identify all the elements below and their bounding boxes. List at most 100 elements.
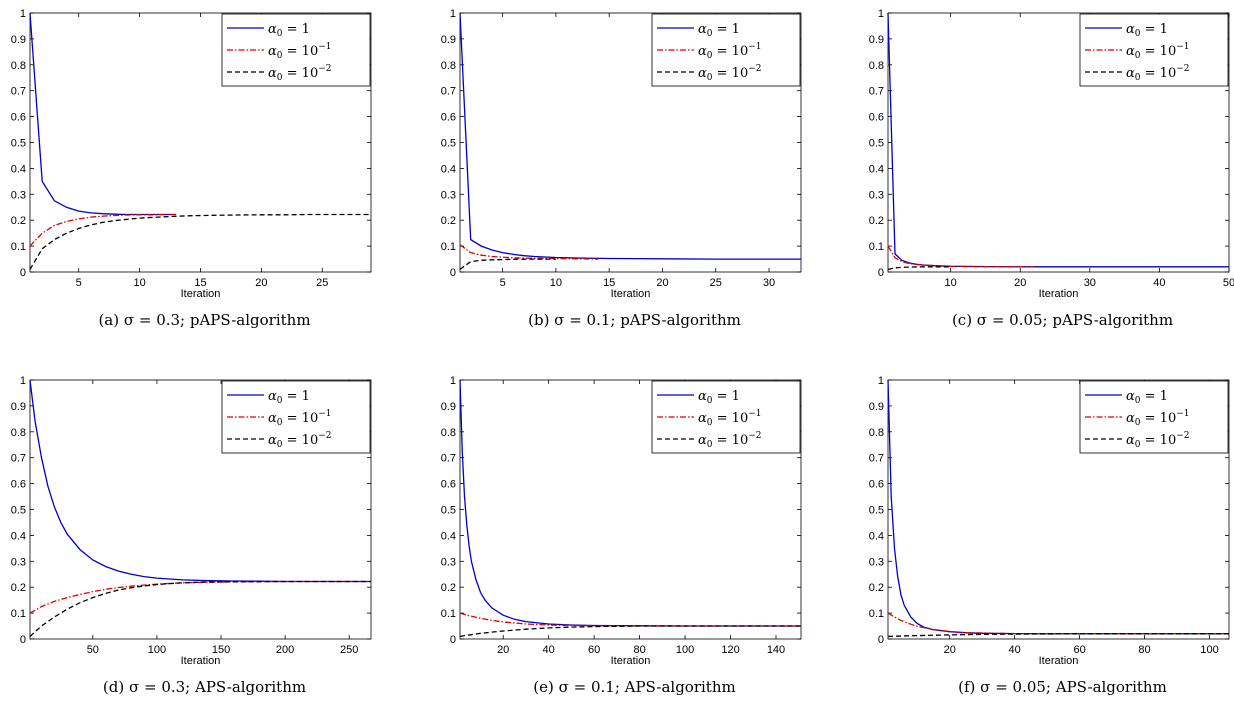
- y-tick-label: 1: [450, 375, 456, 387]
- x-tick-label: 120: [721, 644, 739, 656]
- legend-entry: α0 = 10−1: [268, 409, 332, 428]
- y-tick-label: 0: [20, 267, 26, 279]
- y-tick-label: 0.8: [869, 427, 884, 439]
- y-tick-label: 0.5: [11, 505, 26, 517]
- x-tick-label: 80: [633, 644, 645, 656]
- y-tick-label: 0.4: [869, 163, 884, 175]
- y-tick-label: 0.1: [441, 608, 456, 620]
- x-tick-label: 25: [710, 277, 722, 289]
- y-tick-label: 0.4: [11, 163, 26, 175]
- y-tick-label: 0: [450, 634, 456, 646]
- y-tick-label: 0.4: [869, 530, 884, 542]
- y-tick-label: 0.5: [11, 138, 26, 150]
- y-tick-label: 0.6: [11, 479, 26, 491]
- x-tick-label: 30: [763, 277, 775, 289]
- x-tick-label: 10: [945, 277, 957, 289]
- y-tick-label: 0.8: [869, 60, 884, 72]
- legend-entry: α0 = 10−2: [268, 64, 332, 83]
- legend-entry: α0 = 10−2: [268, 431, 332, 450]
- y-tick-label: 0.8: [11, 60, 26, 72]
- legend-entry: α0 = 10−2: [1126, 64, 1190, 83]
- y-tick-label: 0.3: [11, 556, 26, 568]
- y-tick-label: 0.9: [441, 34, 456, 46]
- y-tick-label: 0.5: [441, 505, 456, 517]
- x-tick-label: 60: [588, 644, 600, 656]
- y-tick-label: 0.2: [441, 582, 456, 594]
- panel-caption: (d) σ = 0.3; APS-algorithm: [103, 678, 306, 696]
- panel-caption: (b) σ = 0.1; pAPS-algorithm: [528, 311, 741, 329]
- y-tick-label: 0.1: [869, 608, 884, 620]
- panel-caption: (c) σ = 0.05; pAPS-algorithm: [952, 311, 1173, 329]
- x-tick-label: 50: [87, 644, 99, 656]
- legend-entry: α0 = 10−1: [1126, 409, 1190, 428]
- legend: α0 = 1 α0 = 10−1 α0 = 10−2: [221, 380, 371, 454]
- y-tick-label: 0: [878, 634, 884, 646]
- y-tick-label: 0.7: [869, 86, 884, 98]
- series-line-0: [459, 12, 801, 260]
- legend-entry: α0 = 1: [1126, 389, 1168, 406]
- legend-entry: α0 = 10−2: [698, 431, 762, 450]
- y-tick-label: 0.8: [441, 60, 456, 72]
- legend-entry: α0 = 10−1: [698, 42, 762, 61]
- x-tick-label: 100: [1200, 644, 1218, 656]
- x-tick-label: 150: [212, 644, 230, 656]
- x-tick-label: 140: [767, 644, 785, 656]
- legend-entry: α0 = 1: [698, 389, 740, 406]
- x-tick-label: 40: [1153, 277, 1165, 289]
- y-tick-label: 0.5: [869, 505, 884, 517]
- legend-entry: α0 = 10−2: [1126, 431, 1190, 450]
- y-tick-label: 0.1: [441, 241, 456, 253]
- x-tick-label: 20: [656, 277, 668, 289]
- x-tick-label: 20: [1014, 277, 1026, 289]
- y-tick-label: 0.6: [869, 112, 884, 124]
- y-tick-label: 0: [878, 267, 884, 279]
- y-tick-label: 0.4: [11, 530, 26, 542]
- x-tick-label: 5: [500, 277, 506, 289]
- x-tick-label: 20: [944, 644, 956, 656]
- legend-entry: α0 = 10−1: [698, 409, 762, 428]
- x-tick-label: 10: [133, 277, 145, 289]
- y-tick-label: 0.4: [441, 530, 456, 542]
- y-tick-label: 1: [450, 8, 456, 20]
- y-tick-label: 0.3: [869, 189, 884, 201]
- legend: α0 = 1 α0 = 10−1 α0 = 10−2: [221, 13, 371, 87]
- y-tick-label: 0.3: [441, 556, 456, 568]
- series-line-2: [29, 580, 371, 637]
- y-tick-label: 0.8: [11, 427, 26, 439]
- legend: α0 = 1 α0 = 10−1 α0 = 10−2: [651, 13, 801, 87]
- panel-f: 0 0.1 0.2 0.3 0.4 0.5 0.6 0.7 0.8 0.9 1 20 40 60 80 100…: [869, 375, 1230, 696]
- y-tick-label: 0.7: [441, 86, 456, 98]
- x-tick-label: 40: [1009, 644, 1021, 656]
- y-tick-label: 0.9: [441, 401, 456, 413]
- x-tick-label: 20: [255, 277, 267, 289]
- y-tick-label: 0.6: [441, 479, 456, 491]
- y-tick-label: 0.7: [11, 86, 26, 98]
- x-tick-label: 15: [603, 277, 615, 289]
- legend-entry: α0 = 1: [268, 389, 310, 406]
- x-tick-label: 250: [340, 644, 358, 656]
- x-tick-label: 20: [497, 644, 509, 656]
- legend: α0 = 1 α0 = 10−1 α0 = 10−2: [651, 380, 801, 454]
- legend-entry: α0 = 1: [1126, 22, 1168, 39]
- y-tick-label: 0.2: [11, 582, 26, 594]
- x-tick-label: 30: [1084, 277, 1096, 289]
- series-line-1: [887, 245, 1035, 268]
- series-line-2: [29, 213, 371, 270]
- series-line-2: [459, 258, 556, 270]
- x-tick-label: 40: [543, 644, 555, 656]
- y-tick-label: 0.1: [11, 241, 26, 253]
- x-tick-label: 100: [148, 644, 166, 656]
- legend-entry: α0 = 1: [698, 22, 740, 39]
- y-tick-label: 0.2: [441, 215, 456, 227]
- y-tick-label: 0.3: [869, 556, 884, 568]
- y-tick-label: 0.1: [11, 608, 26, 620]
- x-tick-label: 25: [316, 277, 328, 289]
- panel-b: 00.10.20.30.40.50.60.70.80.915 10 15 20 25 30…: [441, 8, 802, 329]
- panel-c: 0 0.1 0.2 0.3 0.4 0.5 0.6 0.7 0.8 0.9 1 10 20 30 40 50 I…: [869, 8, 1234, 329]
- y-tick-label: 0.1: [869, 241, 884, 253]
- y-tick-label: 1: [20, 375, 26, 387]
- y-tick-label: 1: [20, 8, 26, 20]
- y-tick-label: 0.2: [869, 215, 884, 227]
- y-tick-label: 0.7: [869, 453, 884, 465]
